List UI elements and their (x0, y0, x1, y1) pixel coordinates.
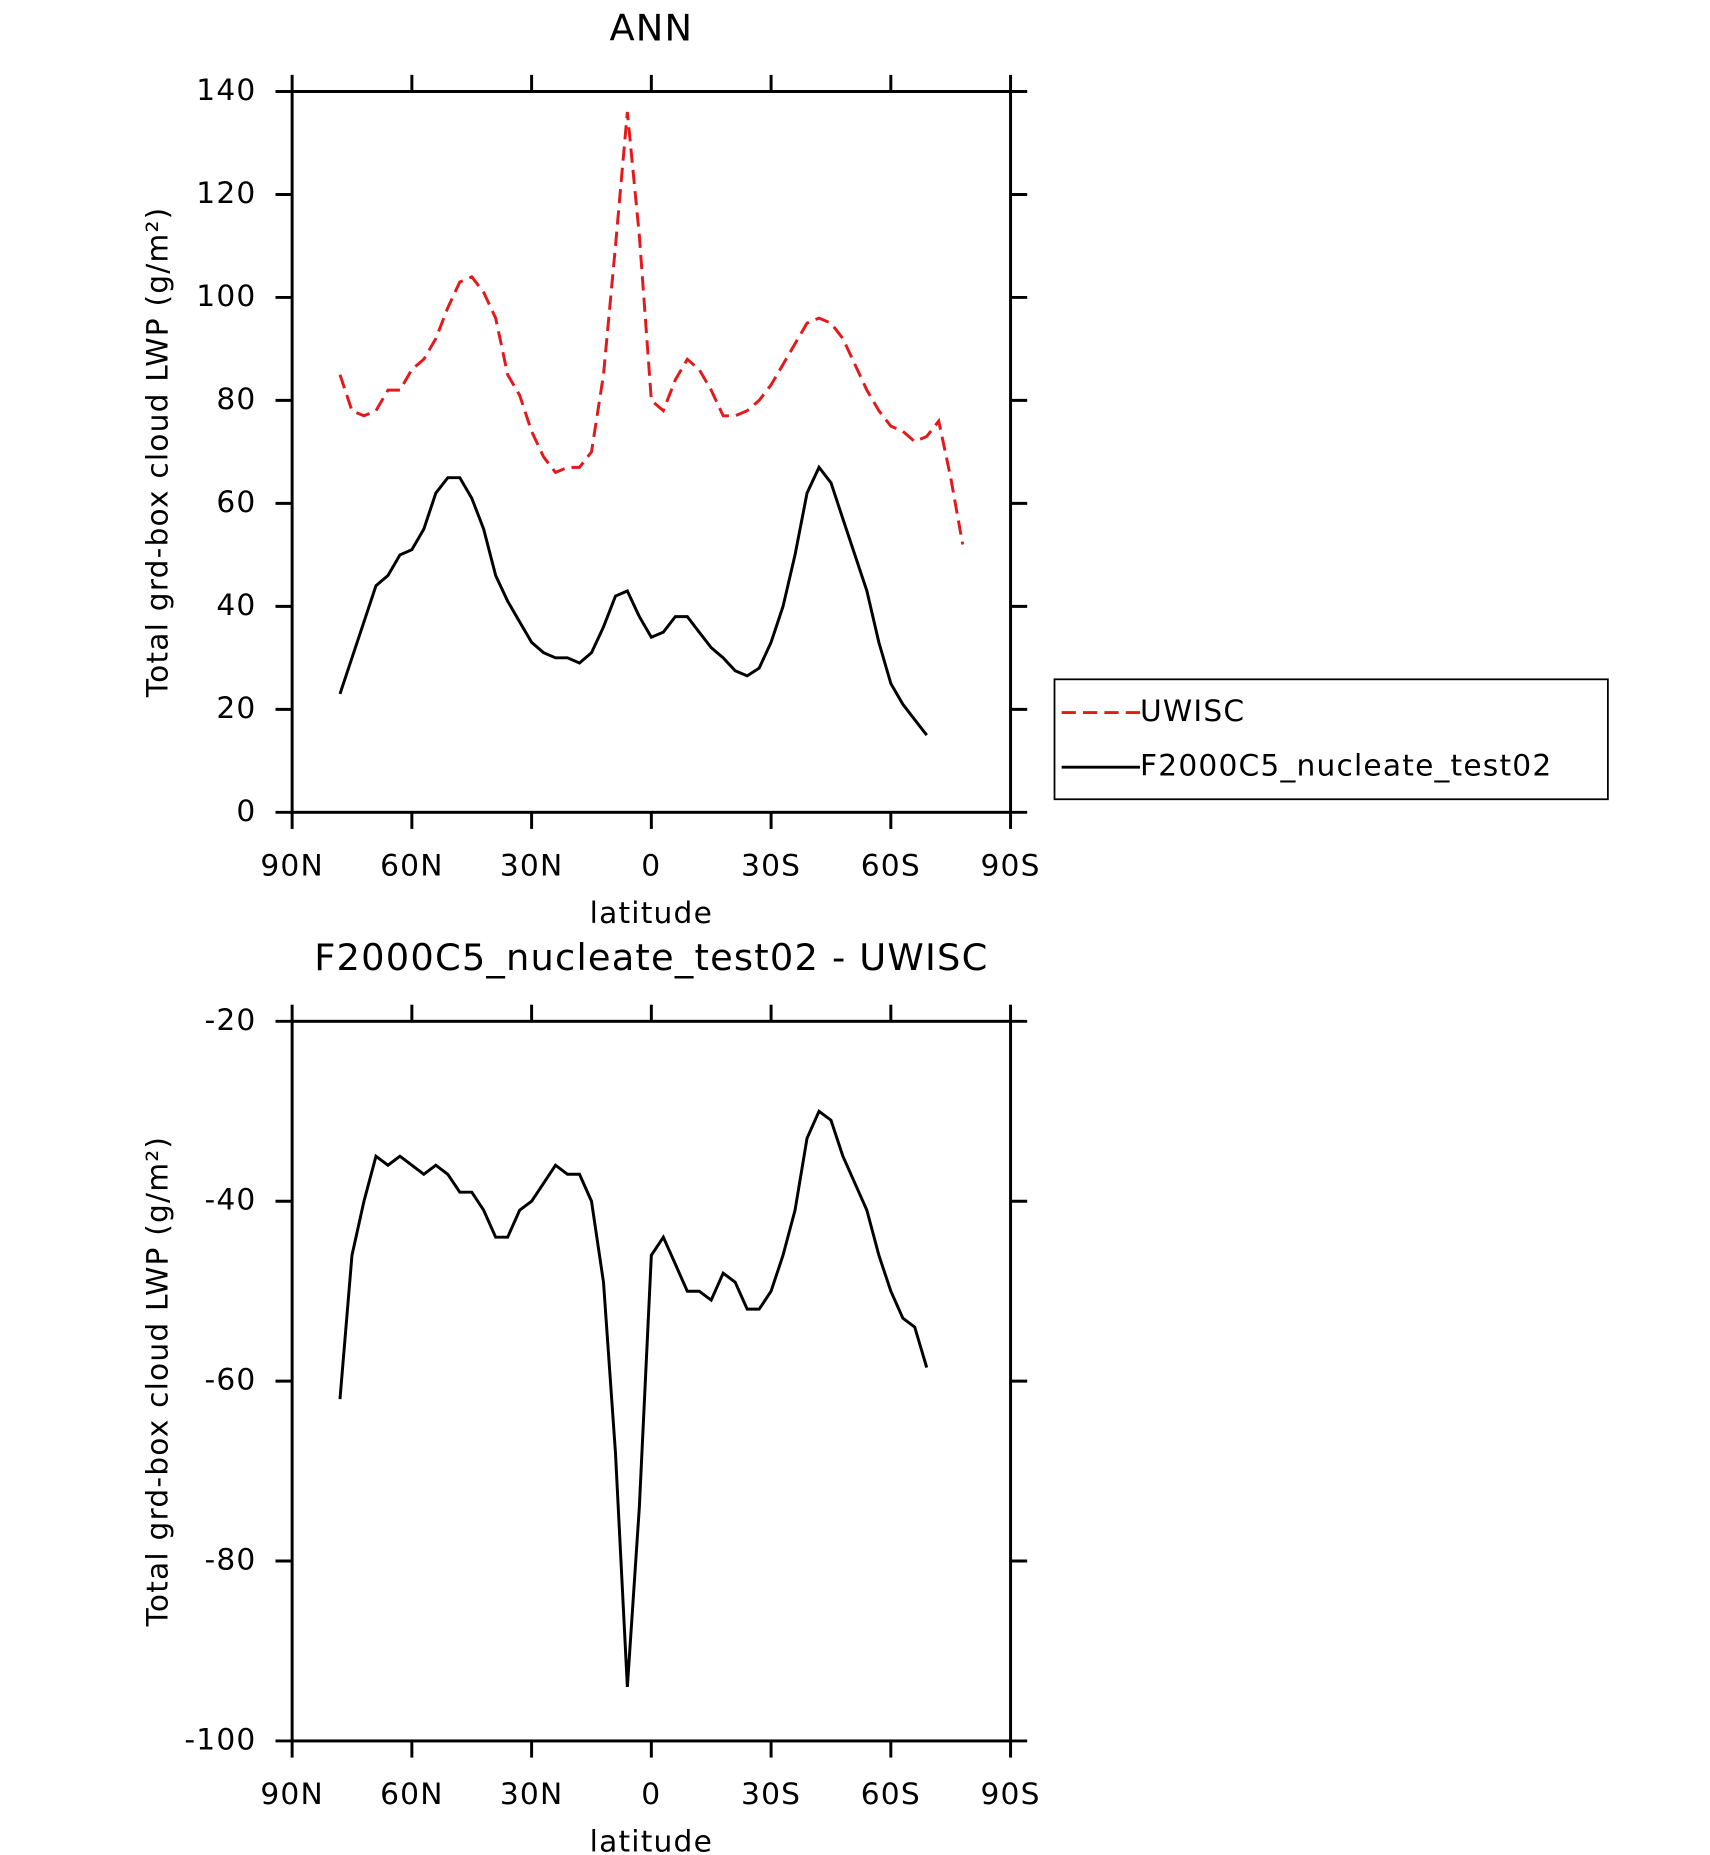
data-line (338, 1109, 929, 1688)
x-tick-label: 60N (380, 847, 444, 882)
chart-title: F2000C5_nucleate_test02 - UWISC (314, 936, 988, 979)
legend-box (1053, 678, 1609, 801)
y-tick-label: -80 (204, 1542, 256, 1577)
x-tick-label: 30N (500, 1776, 564, 1811)
x-axis-label: latitude (590, 895, 713, 930)
plot-frame (290, 1019, 1013, 1743)
x-tick-label: 60S (861, 1776, 921, 1811)
y-tick-label: 20 (216, 690, 256, 725)
y-tick-label: -60 (204, 1362, 256, 1397)
x-tick-label: 0 (641, 1776, 661, 1811)
y-tick-label: 120 (196, 175, 256, 210)
x-tick-label: 90S (980, 1776, 1040, 1811)
chart-title: ANN (609, 6, 693, 49)
x-tick-label: 30S (741, 847, 801, 882)
y-tick-label: 40 (216, 587, 256, 622)
legend-label: F2000C5_nucleate_test02 (1140, 748, 1552, 783)
y-tick-label: 100 (196, 278, 256, 313)
legend-label: UWISC (1140, 693, 1245, 728)
x-tick-label: 90N (260, 847, 324, 882)
y-tick-label: 80 (216, 381, 256, 416)
x-tick-label: 90N (260, 1776, 324, 1811)
y-tick-label: 0 (236, 793, 256, 828)
x-tick-label: 60N (380, 1776, 444, 1811)
x-tick-label: 90S (980, 847, 1040, 882)
data-line (338, 111, 965, 545)
y-tick-label: -40 (204, 1182, 256, 1217)
x-axis-label: latitude (590, 1824, 713, 1855)
y-tick-label: 60 (216, 484, 256, 519)
y-tick-label: -20 (204, 1002, 256, 1037)
y-axis-label: Total grd-box cloud LWP (g/m²) (140, 1136, 175, 1628)
data-line (338, 464, 928, 737)
x-tick-label: 30S (741, 1776, 801, 1811)
x-tick-label: 30N (500, 847, 564, 882)
y-tick-label: 140 (196, 72, 256, 107)
y-tick-label: -100 (184, 1721, 256, 1756)
x-tick-label: 60S (861, 847, 921, 882)
x-tick-label: 0 (641, 847, 661, 882)
y-axis-label: Total grd-box cloud LWP (g/m²) (140, 207, 175, 699)
